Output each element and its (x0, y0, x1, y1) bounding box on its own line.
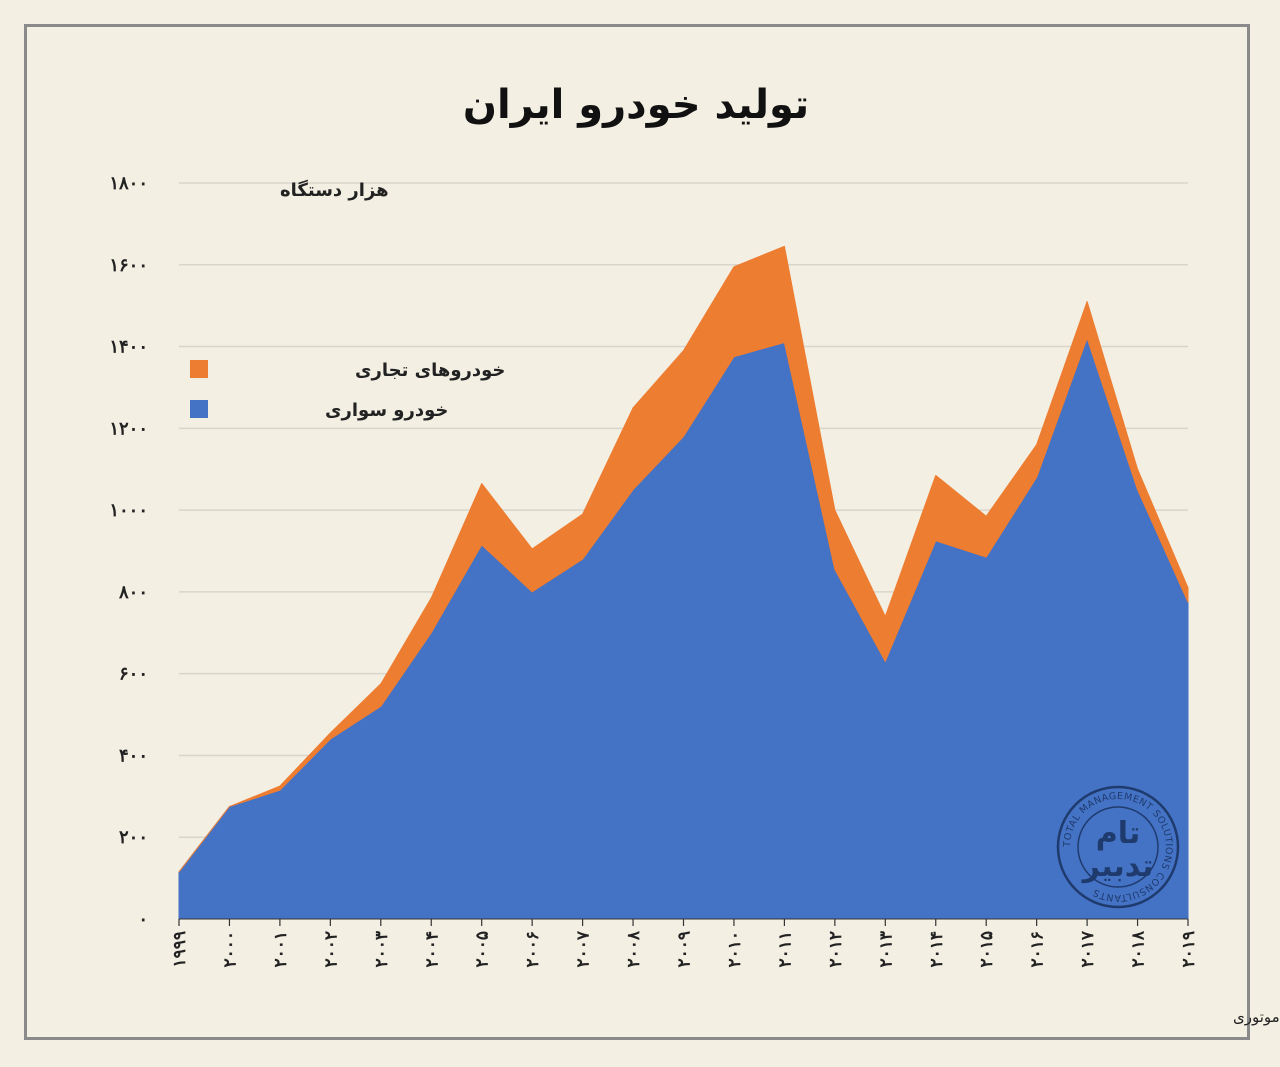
y-axis-unit-label: هزار دستگاه (280, 179, 389, 201)
legend-swatch-passenger (190, 400, 208, 418)
y-tick-label-1400: ۱۴۰۰ (109, 337, 148, 358)
x-tick-label-2003: ۲۰۰۳ (372, 931, 392, 968)
x-tick-label-2013: ۲۰۱۳ (876, 931, 896, 968)
x-tick-label-2017: ۲۰۱۷ (1078, 930, 1098, 967)
y-tick-label-1600: ۱۶۰۰ (109, 255, 148, 276)
source-note: تحلیل و استنتاج: احسان سلطانی بر اساس دا… (1233, 1008, 1280, 1027)
chart-frame (24, 24, 1250, 1040)
x-tick-label-2016: ۲۰۱۶ (1028, 931, 1048, 968)
x-axis-ticks: ۱۹۹۹ ۲۰۰۰ ۲۰۰۱ ۲۰۰۲ ۲۰۰۳ ۲۰۰۴ ۲۰۰۵ ۲۰۰۶ ۲۰۰۷ ۲۰۰۸… (170, 918, 1199, 968)
x-tick-label-2006: ۲۰۰۶ (523, 931, 543, 968)
logo-outer-ring (1056, 785, 1180, 909)
x-tick-label-2004: ۲۰۰۴ (422, 931, 442, 968)
x-tick-label-2019: ۲۰۱۹ (1179, 931, 1199, 968)
y-tick-label-600: ۶۰۰ (119, 664, 148, 685)
y-tick-label-1800: ۱۸۰۰ (109, 173, 148, 194)
x-tick-label-2007: ۲۰۰۷ (574, 930, 594, 967)
legend-swatch-commercial (190, 360, 208, 378)
y-tick-label-1200: ۱۲۰۰ (109, 418, 148, 439)
x-tick-label-2002: ۲۰۰۲ (321, 931, 341, 968)
y-tick-label-1000: ۱۰۰۰ (109, 500, 148, 521)
y-tick-label-800: ۸۰۰ (118, 582, 148, 603)
logo-word-top: تام (1096, 816, 1141, 851)
x-tick-label-2012: ۲۰۱۲ (826, 931, 846, 968)
legend-label-commercial: خودروهای تجاری (355, 360, 505, 381)
logo-inner-ring (1077, 806, 1159, 888)
logo-word-bottom: تدبیر (1081, 849, 1154, 884)
area-series-1 (178, 245, 1189, 873)
y-tick-label-400: ۴۰۰ (119, 745, 148, 766)
y-tick-label-200: ۲۰۰ (119, 827, 148, 848)
x-tick-label-1999: ۱۹۹۹ (170, 931, 190, 968)
x-tick-label-2008: ۲۰۰۸ (624, 930, 644, 967)
x-tick-label-2018: ۲۰۱۸ (1129, 930, 1149, 967)
x-tick-label-2001: ۲۰۰۱ (271, 931, 291, 968)
x-tick-label-2010: ۲۰۱۰ (725, 931, 745, 968)
y-tick-label-0: ۰ (138, 909, 148, 930)
legend-label-passenger: خودرو سواری (325, 400, 448, 421)
x-tick-label-2000: ۲۰۰۰ (220, 931, 240, 968)
x-tick-label-2015: ۲۰۱۵ (977, 931, 997, 968)
chart-title: تولید خودرو ایران (463, 82, 809, 128)
x-tick-label-2009: ۲۰۰۹ (675, 931, 695, 968)
x-tick-label-2014: ۲۰۱۴ (927, 931, 947, 968)
x-tick-label-2005: ۲۰۰۵ (473, 931, 493, 968)
x-tick-label-2011: ۲۰۱۱ (775, 931, 795, 968)
legend: خودروهای تجاری خودرو سواری (190, 360, 505, 421)
y-axis-ticks: ۰ ۲۰۰ ۴۰۰ ۶۰۰ ۸۰۰ ۱۰۰۰ ۱۲۰۰ ۱۴۰۰ ۱۶۰۰ ۱۸۰۰ (109, 173, 148, 930)
